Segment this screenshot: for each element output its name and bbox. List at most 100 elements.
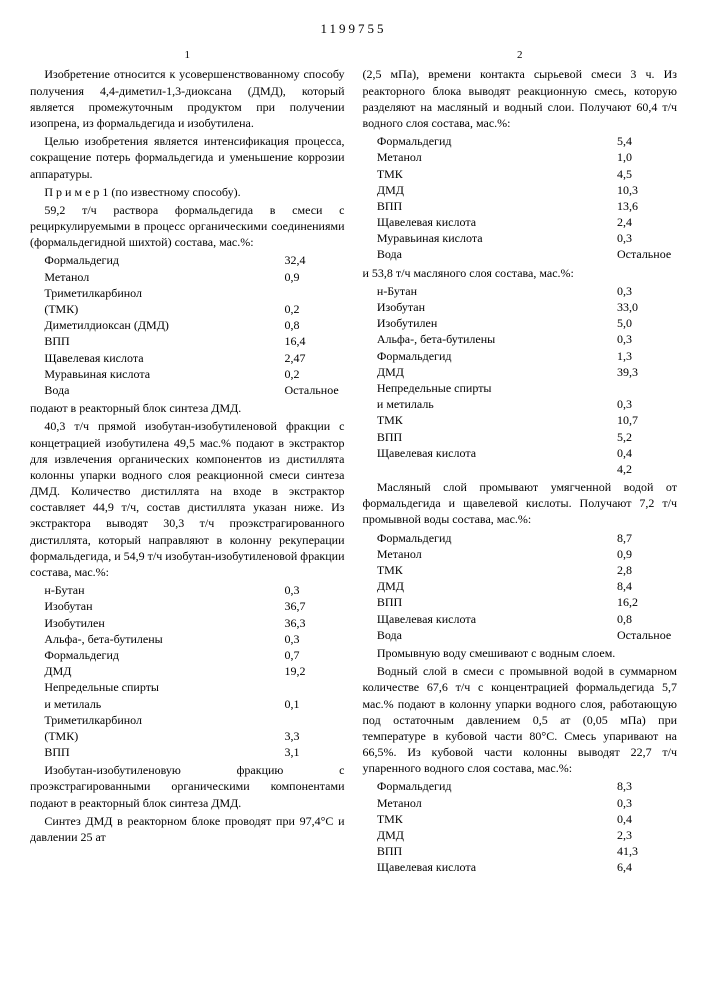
row-value: 16,4 bbox=[277, 333, 345, 349]
table-row: ВПП41,3 bbox=[377, 843, 677, 859]
row-label: Метанол bbox=[377, 795, 609, 811]
row-label: Вода bbox=[44, 382, 276, 398]
table-row: Метанол0,3 bbox=[377, 795, 677, 811]
row-value: 0,1 bbox=[277, 696, 345, 712]
row-label: (ТМК) bbox=[44, 728, 276, 744]
row-value: 0,3 bbox=[609, 396, 677, 412]
row-value: 6,4 bbox=[609, 859, 677, 875]
row-label: Формальдегид bbox=[377, 348, 609, 364]
row-value: 1,0 bbox=[609, 149, 677, 165]
row-label: Муравьиная кислота bbox=[44, 366, 276, 382]
row-label: Вода bbox=[377, 246, 609, 262]
table-row: Формальдегид1,3 bbox=[377, 348, 677, 364]
paragraph: (2,5 мПа), времени контакта сырьевой сме… bbox=[363, 66, 678, 131]
row-label: Щавелевая кислота bbox=[377, 214, 609, 230]
table-row: ТМК0,4 bbox=[377, 811, 677, 827]
paragraph: Масляный слой промывают умягчен­ной водо… bbox=[363, 479, 678, 528]
row-label: ТМК bbox=[377, 811, 609, 827]
table-row: Альфа-, бета-бутилены0,3 bbox=[377, 331, 677, 347]
row-value: 0,3 bbox=[277, 631, 345, 647]
table-row: Непредельные спирты bbox=[44, 679, 344, 695]
row-value: 33,0 bbox=[609, 299, 677, 315]
row-value: 0,3 bbox=[609, 795, 677, 811]
row-value: 2,4 bbox=[609, 214, 677, 230]
table-row: ВодаОстальное bbox=[377, 246, 677, 262]
table-row: ВПП13,6 bbox=[377, 198, 677, 214]
paragraph: Целью изобретения является интен­сификац… bbox=[30, 133, 345, 182]
paragraph: 59,2 т/ч раствора формальдегида в смеси … bbox=[30, 202, 345, 251]
paragraph: Изобретение относится к усовершен­ствова… bbox=[30, 66, 345, 131]
table-row: Изобутан33,0 bbox=[377, 299, 677, 315]
row-label: Щавелевая кислота bbox=[377, 859, 609, 875]
right-column: 2 (2,5 мПа), времени контакта сырьевой с… bbox=[363, 48, 678, 878]
row-label: и метилаль bbox=[44, 696, 276, 712]
table-row: Диметилдиоксан (ДМД)0,8 bbox=[44, 317, 344, 333]
row-value: 0,8 bbox=[609, 611, 677, 627]
row-label: Формальдегид bbox=[377, 778, 609, 794]
row-value: 1,3 bbox=[609, 348, 677, 364]
row-value: 4,2 bbox=[609, 461, 677, 477]
row-label: Изобутилен bbox=[44, 615, 276, 631]
row-label: ДМД bbox=[377, 182, 609, 198]
table-row: Альфа-, бета-бутилены0,3 bbox=[44, 631, 344, 647]
paragraph: Водный слой в смеси с промывной водой в … bbox=[363, 663, 678, 776]
table-row: Щавелевая кислота2,4 bbox=[377, 214, 677, 230]
row-value: 2,8 bbox=[609, 562, 677, 578]
row-label: н-Бутан bbox=[44, 582, 276, 598]
row-value: 4,5 bbox=[609, 166, 677, 182]
row-value: 10,3 bbox=[609, 182, 677, 198]
row-value: 0,4 bbox=[609, 811, 677, 827]
row-label: ДМД bbox=[377, 827, 609, 843]
paragraph: Изобутан-изобутиленовую фракцию с проэкс… bbox=[30, 762, 345, 811]
table-row: Метанол0,9 bbox=[44, 269, 344, 285]
row-value: 36,7 bbox=[277, 598, 345, 614]
row-value: 8,4 bbox=[609, 578, 677, 594]
table-row: Непредельные спирты bbox=[377, 380, 677, 396]
table-row: Триметилкарбинол bbox=[44, 712, 344, 728]
composition-table-2: н-Бутан0,3Изобутан36,7Изобутилен36,3Альф… bbox=[44, 582, 344, 760]
table-row: ДМД19,2 bbox=[44, 663, 344, 679]
row-label: Альфа-, бета-бутилены bbox=[377, 331, 609, 347]
row-value: 0,3 bbox=[609, 230, 677, 246]
row-label: Вода bbox=[377, 627, 609, 643]
row-value: Остальное bbox=[277, 382, 345, 398]
table-row: и метилаль0,3 bbox=[377, 396, 677, 412]
row-value: 5,0 bbox=[609, 315, 677, 331]
table-row: н-Бутан0,3 bbox=[377, 283, 677, 299]
table-row: Щавелевая кислота2,47 bbox=[44, 350, 344, 366]
row-label: и метилаль bbox=[377, 396, 609, 412]
table-row: Муравьиная кислота0,3 bbox=[377, 230, 677, 246]
row-value: 0,4 bbox=[609, 445, 677, 461]
row-value: Остальное bbox=[609, 246, 677, 262]
row-label: Триметилкарбинол bbox=[44, 285, 276, 301]
row-value: 13,6 bbox=[609, 198, 677, 214]
row-label: Альфа-, бета-бутилены bbox=[44, 631, 276, 647]
row-value: 16,2 bbox=[609, 594, 677, 610]
row-label: Диметилдиоксан (ДМД) bbox=[44, 317, 276, 333]
table-row: Метанол1,0 bbox=[377, 149, 677, 165]
table-row: ВПП5,2 bbox=[377, 429, 677, 445]
row-label: Триметилкарбинол bbox=[44, 712, 276, 728]
table-row: Формальдегид8,7 bbox=[377, 530, 677, 546]
row-value: 8,3 bbox=[609, 778, 677, 794]
row-value: 0,3 bbox=[277, 582, 345, 598]
row-value: 5,4 bbox=[609, 133, 677, 149]
table-row: ВодаОстальное bbox=[44, 382, 344, 398]
composition-table-1: Формальдегид32,4Метанол0,9Триметилкарбин… bbox=[44, 252, 344, 398]
row-label: Муравьиная кислота bbox=[377, 230, 609, 246]
two-column-layout: 1 Изобретение относится к усовершен­ство… bbox=[30, 48, 677, 878]
row-value: 2,3 bbox=[609, 827, 677, 843]
row-value: 0,9 bbox=[609, 546, 677, 562]
row-label: Метанол bbox=[44, 269, 276, 285]
table-row: (ТМК)3,3 bbox=[44, 728, 344, 744]
row-label: ВПП bbox=[377, 429, 609, 445]
table-row: ВПП16,2 bbox=[377, 594, 677, 610]
col-number-left: 1 bbox=[30, 48, 345, 63]
row-label: Изобутилен bbox=[377, 315, 609, 331]
table-row: (ТМК)0,2 bbox=[44, 301, 344, 317]
table-row: ДМД2,3 bbox=[377, 827, 677, 843]
table-row: ТМК4,5 bbox=[377, 166, 677, 182]
table-row: ТМК2,8 bbox=[377, 562, 677, 578]
paragraph: подают в реакторный блок синтеза ДМД. bbox=[30, 400, 345, 416]
row-label: Щавелевая кислота bbox=[44, 350, 276, 366]
